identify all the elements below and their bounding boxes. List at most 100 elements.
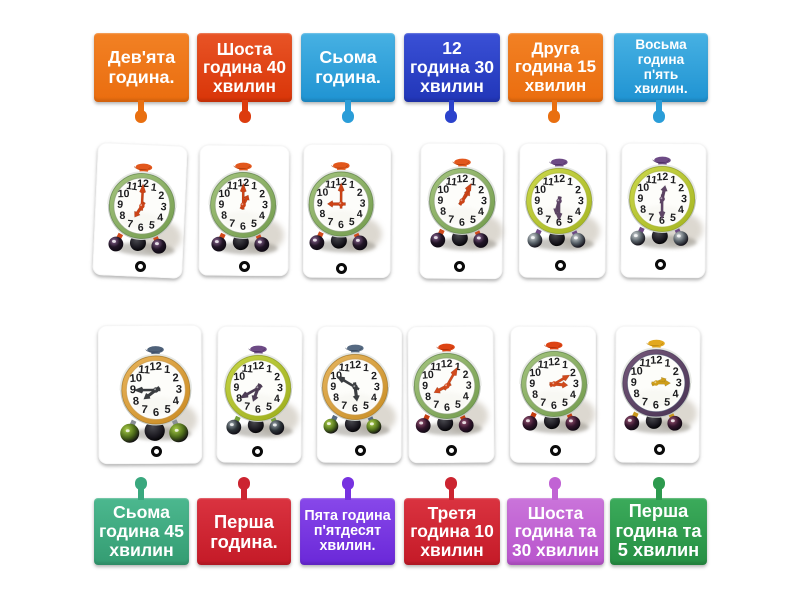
svg-text:5: 5: [669, 212, 676, 224]
svg-text:10: 10: [233, 370, 246, 383]
svg-text:11: 11: [241, 362, 253, 375]
svg-text:6: 6: [239, 220, 246, 232]
svg-text:1: 1: [664, 357, 671, 369]
svg-text:5: 5: [469, 213, 476, 225]
svg-text:9: 9: [330, 381, 337, 393]
svg-text:8: 8: [640, 204, 647, 216]
svg-text:12: 12: [335, 177, 347, 189]
svg-text:2: 2: [575, 184, 582, 196]
svg-text:4: 4: [172, 394, 180, 407]
svg-text:6: 6: [338, 220, 345, 231]
svg-text:10: 10: [630, 365, 643, 378]
svg-text:2: 2: [477, 184, 484, 196]
svg-text:5: 5: [454, 398, 461, 410]
svg-text:10: 10: [421, 369, 434, 382]
svg-text:5: 5: [562, 397, 569, 409]
svg-text:12: 12: [456, 172, 468, 185]
svg-text:9: 9: [637, 193, 644, 205]
svg-text:1: 1: [567, 176, 574, 188]
svg-text:8: 8: [532, 389, 539, 401]
svg-text:9: 9: [534, 195, 541, 207]
svg-text:1: 1: [670, 174, 677, 186]
svg-text:4: 4: [672, 388, 679, 400]
svg-text:1: 1: [562, 359, 569, 371]
svg-text:5: 5: [250, 217, 257, 229]
svg-text:3: 3: [175, 383, 182, 395]
svg-text:11: 11: [325, 179, 337, 191]
svg-text:7: 7: [228, 217, 235, 229]
svg-text:5: 5: [164, 403, 171, 415]
svg-text:9: 9: [233, 381, 240, 393]
svg-text:2: 2: [570, 367, 577, 379]
svg-text:11: 11: [226, 179, 238, 192]
svg-text:11: 11: [126, 179, 139, 192]
svg-text:3: 3: [675, 377, 682, 389]
svg-text:5: 5: [664, 396, 671, 408]
svg-text:8: 8: [439, 205, 446, 217]
svg-text:6: 6: [659, 215, 666, 227]
svg-text:3: 3: [465, 379, 472, 391]
svg-text:8: 8: [236, 392, 243, 404]
svg-text:9: 9: [630, 377, 637, 389]
svg-text:7: 7: [126, 218, 133, 231]
svg-text:1: 1: [163, 363, 170, 375]
svg-text:3: 3: [578, 195, 585, 207]
svg-text:9: 9: [421, 380, 428, 392]
svg-text:2: 2: [172, 372, 179, 384]
svg-text:12: 12: [548, 356, 560, 369]
svg-text:12: 12: [650, 354, 663, 367]
svg-text:6: 6: [352, 403, 359, 415]
svg-text:7: 7: [432, 399, 439, 411]
svg-text:1: 1: [266, 362, 273, 374]
svg-text:1: 1: [349, 180, 356, 191]
svg-text:5: 5: [362, 400, 369, 412]
svg-text:7: 7: [447, 213, 454, 225]
svg-text:2: 2: [258, 188, 265, 200]
svg-text:11: 11: [645, 174, 657, 187]
svg-text:1: 1: [454, 361, 461, 373]
svg-text:3: 3: [359, 198, 366, 209]
svg-text:11: 11: [445, 175, 457, 188]
svg-text:4: 4: [575, 206, 582, 218]
svg-text:7: 7: [341, 400, 348, 412]
svg-text:5: 5: [348, 217, 355, 228]
svg-text:6: 6: [551, 400, 558, 412]
svg-text:9: 9: [529, 378, 536, 390]
svg-text:3: 3: [681, 193, 688, 205]
svg-text:10: 10: [534, 184, 547, 197]
svg-text:8: 8: [424, 391, 431, 403]
svg-text:12: 12: [149, 360, 162, 373]
svg-text:2: 2: [462, 369, 469, 381]
svg-text:12: 12: [440, 358, 453, 371]
svg-text:1: 1: [250, 179, 257, 191]
svg-text:11: 11: [338, 362, 350, 375]
svg-text:11: 11: [542, 176, 554, 189]
svg-text:4: 4: [258, 209, 265, 221]
svg-text:3: 3: [573, 378, 580, 390]
svg-text:9: 9: [218, 198, 225, 210]
svg-text:2: 2: [672, 366, 679, 378]
svg-text:4: 4: [477, 205, 484, 217]
svg-text:10: 10: [316, 187, 328, 199]
svg-text:8: 8: [333, 392, 340, 404]
svg-text:9: 9: [437, 194, 444, 206]
svg-text:12: 12: [656, 171, 668, 184]
svg-text:11: 11: [429, 361, 441, 374]
svg-text:8: 8: [119, 209, 125, 221]
svg-text:1: 1: [150, 181, 157, 194]
svg-text:1: 1: [469, 175, 476, 187]
svg-text:3: 3: [261, 199, 268, 211]
svg-text:10: 10: [437, 183, 450, 196]
svg-text:7: 7: [545, 214, 552, 226]
svg-text:7: 7: [141, 403, 148, 415]
svg-text:10: 10: [118, 188, 130, 200]
svg-text:4: 4: [370, 392, 377, 404]
svg-text:4: 4: [157, 211, 163, 223]
svg-text:7: 7: [244, 400, 251, 412]
svg-text:3: 3: [160, 200, 167, 213]
svg-text:6: 6: [653, 399, 660, 411]
svg-text:8: 8: [220, 209, 227, 221]
svg-text:8: 8: [537, 206, 544, 218]
svg-text:4: 4: [570, 389, 577, 401]
svg-text:7: 7: [641, 396, 648, 408]
